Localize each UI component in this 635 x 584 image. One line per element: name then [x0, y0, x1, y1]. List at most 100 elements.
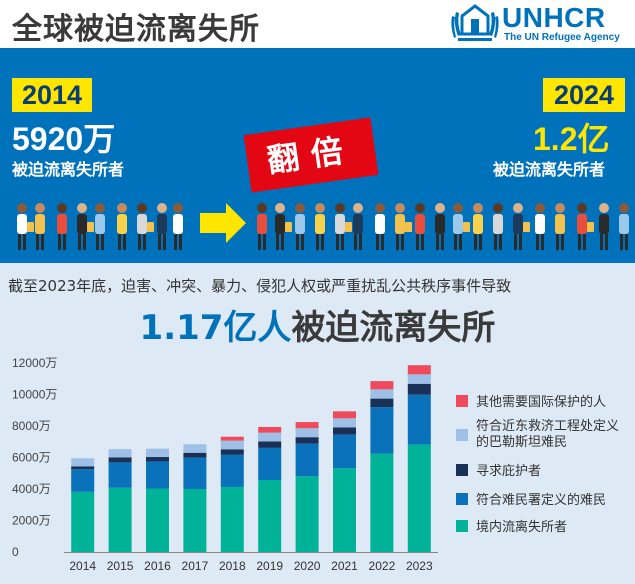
page-title: 全球被迫流离失所 — [12, 12, 260, 47]
x-tick-label: 2019 — [256, 559, 283, 573]
y-tick-label: 6000万 — [12, 451, 51, 465]
value-2014: 5920万 — [12, 121, 116, 157]
bar-segment — [71, 491, 95, 552]
y-tick-label: 4000万 — [12, 482, 51, 496]
legend-label: 境内流离失所者 — [476, 519, 567, 534]
x-tick-label: 2014 — [69, 559, 96, 573]
x-tick-label: 2022 — [369, 559, 396, 573]
person-figure — [173, 203, 183, 250]
bar-segment — [258, 447, 282, 481]
year-badge-2014: 2014 — [12, 78, 92, 112]
bar-segment — [407, 394, 431, 445]
legend-swatch — [456, 520, 468, 532]
y-tick-label: 8000万 — [12, 419, 51, 433]
bar-segment — [333, 427, 356, 435]
y-tick-label: 12000万 — [12, 356, 57, 370]
person-figure — [257, 203, 267, 250]
person-figure — [117, 203, 127, 250]
x-tick-label: 2015 — [107, 559, 134, 573]
person-figure — [599, 203, 609, 250]
bar-segment — [407, 444, 431, 552]
person-figure — [35, 203, 45, 250]
bar-segment — [220, 449, 244, 455]
person-figure — [275, 203, 292, 250]
y-tick-label: 0 — [12, 545, 19, 559]
y-tick-label: 10000万 — [12, 388, 57, 402]
bar-segment — [407, 365, 431, 375]
person-figure — [555, 203, 565, 250]
crowd-left-illustration — [17, 203, 183, 250]
person-figure — [315, 203, 325, 250]
bar-segment — [220, 454, 244, 487]
bar-segment — [108, 462, 132, 488]
person-figure — [415, 203, 425, 250]
legend-swatch — [456, 429, 468, 441]
bar-segment — [108, 449, 132, 458]
bar-segment — [146, 448, 169, 458]
person-figure — [493, 203, 503, 250]
bar-segment — [220, 486, 244, 552]
x-tick-label: 2017 — [182, 559, 209, 573]
headline-text: 被迫流离失所 — [291, 308, 496, 348]
bar-segment — [258, 426, 282, 433]
caption: 截至2023年底，迫害、冲突、暴力、侵犯人权或严重扰乱公共秩序事件导致 — [8, 277, 512, 295]
bar-segment — [183, 489, 207, 552]
bar-segment — [407, 374, 431, 384]
bar-segment — [295, 476, 319, 552]
stacked-bar-chart: 0 2000万 4000万 6000万 8000万 10000万 12000万 2014 201… — [12, 356, 619, 573]
x-tick-label: 2021 — [331, 559, 358, 573]
person-figure — [95, 203, 105, 250]
bar-segment — [258, 480, 282, 552]
bar-segment — [370, 407, 394, 454]
unhcr-emblem-icon — [451, 4, 499, 41]
bar-segment — [71, 458, 95, 467]
x-tick-label: 2018 — [219, 559, 246, 573]
person-figure — [535, 203, 545, 250]
y-tick-label: 2000万 — [12, 514, 51, 528]
person-figure — [513, 203, 530, 250]
bar-segment — [146, 461, 169, 489]
label-2014: 被迫流离失所者 — [12, 160, 125, 179]
bar-segment — [370, 453, 394, 552]
x-tick-label: 2016 — [144, 559, 171, 573]
header: 全球被迫流离失所 UNHCR The UN Refugee Agency — [0, 0, 635, 48]
bar-segment — [295, 443, 319, 477]
legend-label: 符合近东救济工程处定义的巴勒斯坦难民 — [476, 418, 619, 449]
label-2024: 被迫流离失所者 — [493, 160, 606, 179]
year-badge-2024: 2024 — [543, 78, 625, 112]
logo-wordmark: UNHCR — [502, 2, 606, 33]
person-figure — [619, 203, 629, 250]
person-figure — [17, 203, 34, 250]
x-tick-label: 2023 — [406, 559, 433, 573]
bar-segment — [108, 487, 132, 552]
headline-number: 1.17亿人 — [139, 308, 292, 348]
bar-segment — [295, 437, 319, 444]
logo-tagline: The UN Refugee Agency — [504, 32, 620, 43]
person-figure — [375, 203, 385, 250]
legend-swatch — [456, 464, 468, 476]
x-tick-label: 2020 — [294, 559, 321, 573]
legend-label: 寻求庇护者 — [476, 463, 541, 478]
bar-segment — [258, 432, 282, 442]
bar-segment — [370, 389, 394, 399]
person-figure — [353, 203, 363, 250]
bar-segment — [108, 457, 132, 463]
bar-segment — [295, 422, 319, 429]
person-figure — [577, 203, 594, 250]
person-figure — [473, 203, 483, 250]
bar-segment — [146, 488, 169, 552]
bar-segment — [183, 452, 207, 458]
crowd-right-illustration — [257, 203, 629, 250]
bar-segment — [295, 428, 319, 438]
bar-segment — [407, 383, 431, 395]
person-figure — [157, 203, 167, 250]
bar-segment — [71, 466, 95, 470]
bar-segment — [333, 434, 356, 469]
bar-segment — [333, 468, 356, 552]
person-figure — [453, 203, 470, 250]
person-figure — [77, 203, 94, 250]
bar-segment — [220, 440, 244, 450]
person-figure — [335, 203, 352, 250]
unhcr-logo: UNHCR The UN Refugee Agency — [450, 2, 630, 46]
